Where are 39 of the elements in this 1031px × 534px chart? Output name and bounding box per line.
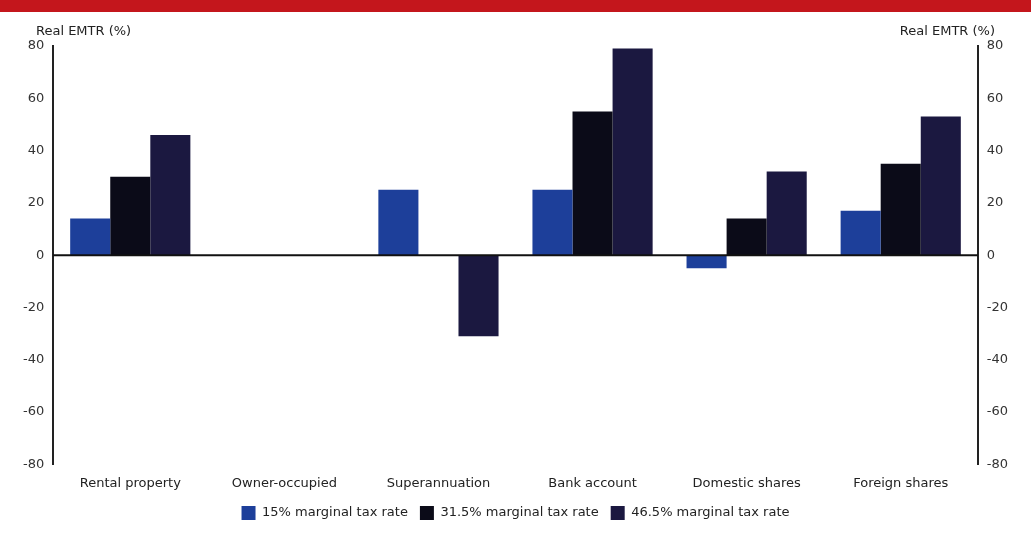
bar [686,255,727,269]
y-tick-label: 80 [27,37,45,53]
x-tick-label: Bank account [548,474,637,490]
bar [70,218,111,256]
y-axis-title: Real EMTR (%) [36,22,132,38]
y-tick-label: 60 [27,89,45,105]
y2-axis-title: Real EMTR (%) [899,22,995,38]
y2-tick-label: 40 [986,141,1004,157]
y2-tick-label: 80 [986,37,1004,53]
bar [532,189,573,256]
y2-tick-label: 0 [986,246,996,262]
y2-tick-label: 20 [986,194,1004,210]
x-tick-label: Superannuation [386,474,491,490]
x-tick-label: Rental property [79,474,182,490]
y2-tick-label: -40 [986,351,1008,367]
x-tick-label: Foreign shares [853,474,949,490]
y2-tick-label: -20 [986,298,1008,314]
y-tick-label: 0 [35,246,45,262]
bar [458,255,499,337]
bar [378,189,419,256]
y-tick-label: 20 [27,194,45,210]
legend-label: 31.5% marginal tax rate [440,504,599,520]
y-tick-label: -20 [23,298,45,314]
y2-tick-label: -80 [986,455,1008,471]
y-tick-label: -80 [23,455,45,471]
y-tick-label: -40 [23,351,45,367]
bar [840,210,881,256]
y-tick-label: -60 [23,403,45,419]
y2-tick-label: -60 [986,403,1008,419]
x-tick-label: Domestic shares [692,474,801,490]
y-tick-label: 40 [27,141,45,157]
bar [612,48,653,256]
legend-label: 15% marginal tax rate [262,504,408,520]
bar [920,116,961,256]
bar [766,171,807,256]
y2-tick-label: 60 [986,89,1004,105]
x-tick-label: Owner-occupied [231,474,337,490]
legend-label: 46.5% marginal tax rate [631,504,790,520]
bar [150,134,191,256]
